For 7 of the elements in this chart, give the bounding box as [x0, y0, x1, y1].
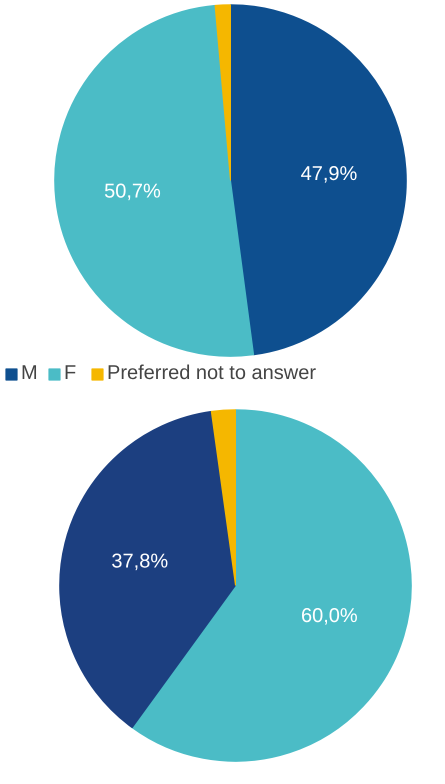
data-label: 37,8% — [111, 550, 168, 573]
data-label: 50,7% — [104, 180, 161, 202]
legend-label: Preferred not to answer — [107, 362, 316, 385]
legend-label: F — [64, 362, 78, 385]
data-label: 47,9% — [300, 162, 358, 185]
legend-label: M — [21, 362, 39, 385]
data-label: 60,0% — [300, 604, 358, 627]
